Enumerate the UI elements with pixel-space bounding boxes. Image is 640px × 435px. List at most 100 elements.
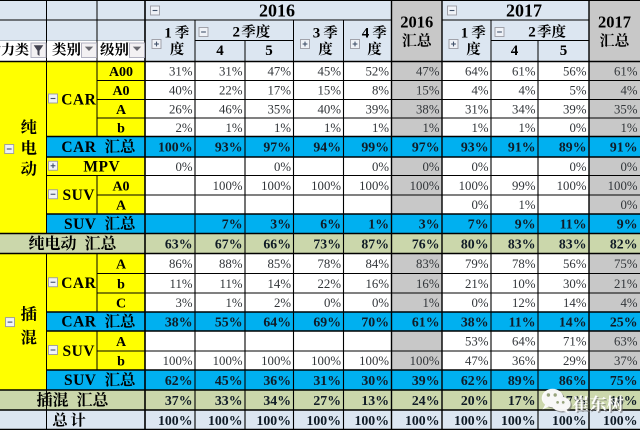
svg-text:CAR: CAR (61, 91, 96, 108)
svg-text:100%: 100% (163, 354, 193, 368)
svg-text:CAR: CAR (61, 314, 96, 331)
svg-text:14%: 14% (268, 277, 292, 291)
svg-text:2017: 2017 (598, 13, 631, 32)
svg-text:4: 4 (511, 43, 519, 59)
svg-text:62%: 62% (461, 373, 489, 388)
svg-text:b: b (117, 121, 125, 136)
svg-text:16%: 16% (366, 277, 390, 291)
svg-text:34%: 34% (512, 102, 536, 116)
svg-text:100%: 100% (552, 413, 587, 428)
svg-text:2%: 2% (274, 296, 291, 310)
svg-text:10%: 10% (512, 277, 536, 291)
svg-text:70%: 70% (361, 314, 389, 329)
svg-text:A: A (116, 335, 127, 350)
svg-text:13%: 13% (361, 393, 389, 408)
svg-text:100%: 100% (410, 179, 440, 193)
svg-text:100%: 100% (208, 413, 243, 428)
svg-text:29%: 29% (563, 354, 587, 368)
svg-text:0%: 0% (274, 160, 291, 174)
svg-text:97%: 97% (263, 140, 291, 155)
svg-text:2: 2 (528, 25, 536, 41)
svg-text:100%: 100% (359, 179, 389, 193)
svg-text:100%: 100% (158, 140, 193, 155)
svg-text:0%: 0% (175, 160, 192, 174)
svg-text:100%: 100% (213, 179, 243, 193)
svg-text:99%: 99% (361, 140, 389, 155)
svg-text:31%: 31% (219, 65, 243, 79)
svg-text:100%: 100% (557, 179, 587, 193)
svg-text:1%: 1% (372, 121, 389, 135)
svg-text:5: 5 (560, 43, 568, 59)
svg-text:45%: 45% (215, 373, 243, 388)
svg-text:0%: 0% (372, 296, 389, 310)
svg-text:93%: 93% (215, 140, 243, 155)
svg-text:21%: 21% (614, 277, 638, 291)
svg-text:63%: 63% (614, 335, 638, 349)
svg-text:0%: 0% (372, 160, 389, 174)
svg-text:88%: 88% (219, 257, 243, 271)
svg-text:64%: 64% (512, 335, 536, 349)
svg-text:30%: 30% (361, 373, 389, 388)
svg-text:100%: 100% (501, 413, 536, 428)
svg-text:26%: 26% (169, 102, 193, 116)
svg-text:75%: 75% (614, 257, 638, 271)
svg-text:35%: 35% (614, 102, 638, 116)
svg-text:0%: 0% (422, 160, 439, 174)
svg-text:84%: 84% (366, 257, 390, 271)
svg-text:73%: 73% (313, 236, 341, 251)
svg-text:21%: 21% (465, 277, 489, 291)
svg-text:86%: 86% (559, 373, 587, 388)
svg-text:36%: 36% (263, 373, 291, 388)
svg-text:100%: 100% (405, 413, 440, 428)
svg-text:5: 5 (265, 43, 273, 59)
svg-text:100%: 100% (158, 413, 193, 428)
svg-text:100%: 100% (355, 413, 390, 428)
svg-text:b: b (117, 355, 125, 370)
svg-text:11%: 11% (560, 217, 587, 232)
svg-text:56%: 56% (563, 257, 587, 271)
svg-text:4%: 4% (620, 296, 637, 310)
svg-text:14%: 14% (559, 314, 587, 329)
svg-text:37%: 37% (614, 354, 638, 368)
svg-text:85%: 85% (268, 257, 292, 271)
svg-text:A: A (116, 199, 127, 214)
svg-text:64%: 64% (263, 314, 291, 329)
svg-text:9%: 9% (617, 217, 638, 232)
svg-text:4: 4 (362, 26, 370, 42)
svg-text:39%: 39% (366, 102, 390, 116)
svg-text:4%: 4% (620, 84, 637, 98)
svg-text:15%: 15% (416, 84, 440, 98)
svg-text:0%: 0% (620, 198, 637, 212)
svg-text:91%: 91% (610, 140, 638, 155)
svg-text:71%: 71% (563, 335, 587, 349)
svg-text:A: A (116, 258, 127, 273)
svg-text:38%: 38% (461, 314, 489, 329)
svg-text:20%: 20% (461, 393, 489, 408)
svg-text:69%: 69% (313, 314, 341, 329)
svg-text:1%: 1% (422, 296, 439, 310)
svg-text:56%: 56% (563, 65, 587, 79)
svg-text:1%: 1% (518, 121, 535, 135)
svg-text:SUV: SUV (64, 372, 97, 389)
svg-text:87%: 87% (361, 236, 389, 251)
svg-text:2017: 2017 (506, 1, 542, 21)
svg-text:83%: 83% (559, 236, 587, 251)
svg-text:38%: 38% (165, 314, 193, 329)
svg-text:100%: 100% (454, 413, 489, 428)
svg-text:A00: A00 (109, 65, 133, 80)
svg-text:0%: 0% (620, 160, 637, 174)
svg-text:100%: 100% (608, 179, 638, 193)
svg-text:1%: 1% (368, 217, 389, 232)
svg-text:100%: 100% (261, 354, 291, 368)
svg-text:45%: 45% (318, 65, 342, 79)
svg-text:33%: 33% (215, 393, 243, 408)
svg-text:4%: 4% (518, 84, 535, 98)
svg-text:4: 4 (216, 43, 224, 59)
svg-text:2%: 2% (175, 121, 192, 135)
svg-text:39%: 39% (563, 102, 587, 116)
svg-text:1%: 1% (471, 121, 488, 135)
svg-text:0%: 0% (569, 160, 586, 174)
svg-text:31%: 31% (169, 65, 193, 79)
svg-text:31%: 31% (465, 102, 489, 116)
svg-text:40%: 40% (169, 84, 193, 98)
